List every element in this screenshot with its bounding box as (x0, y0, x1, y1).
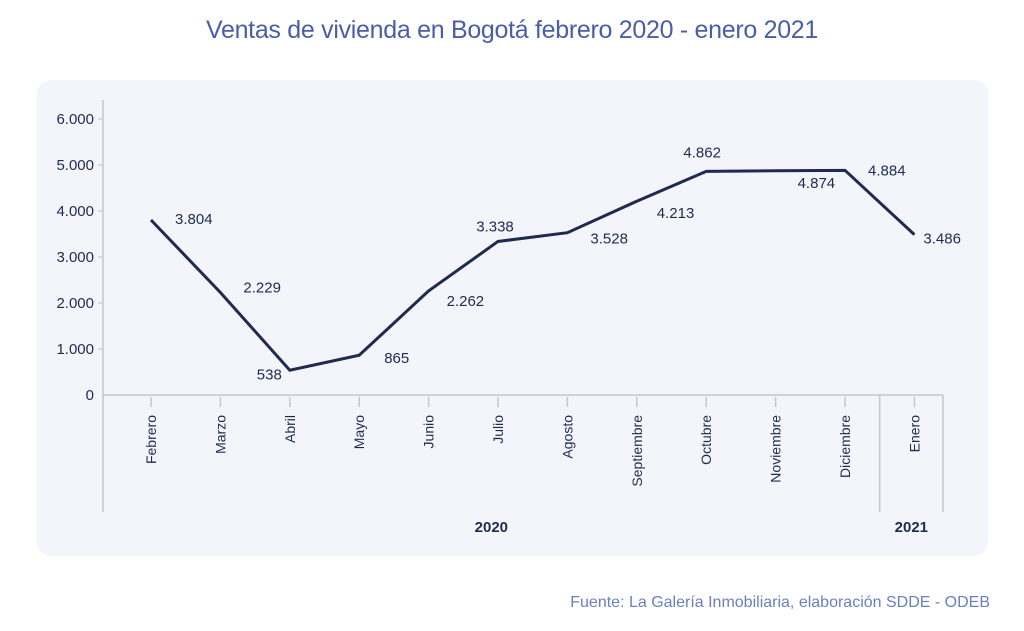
source-note: Fuente: La Galería Inmobiliaria, elabora… (570, 594, 990, 611)
series-line (149, 168, 916, 372)
data-label: 3.338 (476, 218, 514, 235)
x-tick-label: Agosto (559, 415, 575, 459)
x-tick-label: Septiembre (629, 415, 645, 487)
x-tick-label: Junio (421, 415, 437, 449)
chart-title: Ventas de vivienda en Bogotá febrero 202… (205, 16, 819, 44)
category-groups: 2020 2021 (475, 395, 944, 536)
y-tick-label: 2.000 (56, 295, 94, 312)
data-label: 865 (384, 350, 409, 367)
y-tick-label: 4.000 (56, 203, 94, 220)
x-axis-ticks: Febrero Marzo Abril Mayo Junio Julio Agosto Sep… (143, 397, 922, 487)
y-tick-label: 1.000 (56, 341, 94, 358)
y-axis-ticks: 0 1.000 2.000 3.000 4.000 5.000 6.000 (56, 111, 103, 404)
y-tick-label: 6.000 (56, 111, 94, 128)
y-tick-label: 0 (86, 387, 94, 404)
series-layer (149, 168, 916, 372)
y-tick-label: 3.000 (56, 249, 94, 266)
x-tick-label: Octubre (698, 415, 714, 465)
data-label: 2.229 (243, 279, 281, 296)
data-label: 2.262 (447, 293, 485, 310)
x-tick-label: Marzo (212, 415, 228, 454)
data-label: 4.874 (798, 175, 836, 192)
x-tick-label: Abril (282, 415, 298, 443)
group-label: 2020 (475, 519, 508, 536)
x-tick-label: Noviembre (768, 415, 784, 483)
x-tick-label: Julio (490, 415, 506, 444)
data-labels: 3.804 2.229 538 865 2.262 3.338 3.528 4.213 4.86… (175, 144, 961, 383)
data-label: 4.213 (657, 205, 695, 222)
data-label: 4.884 (868, 162, 906, 179)
axes (102, 100, 943, 512)
x-tick-label: Febrero (143, 415, 159, 464)
data-label: 3.804 (175, 211, 213, 228)
group-label: 2021 (895, 519, 928, 536)
x-tick-label: Diciembre (837, 415, 853, 478)
data-label: 3.486 (923, 231, 961, 248)
y-tick-label: 5.000 (56, 157, 94, 174)
chart-panel (37, 80, 988, 556)
x-tick-label: Mayo (351, 415, 367, 449)
data-label: 538 (257, 366, 282, 383)
x-tick-label: Enero (906, 415, 922, 453)
data-label: 3.528 (590, 231, 628, 248)
data-label: 4.862 (683, 144, 721, 161)
